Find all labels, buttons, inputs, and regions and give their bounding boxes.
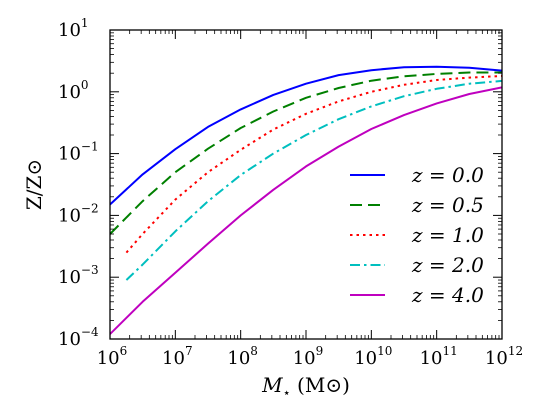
series-line-0	[110, 65, 502, 206]
y-tick-label: 10−2	[58, 201, 99, 226]
series-layer	[110, 65, 502, 335]
series-line-2	[125, 75, 502, 254]
x-axis-label: M⋆ (M⊙)	[261, 373, 350, 401]
y-tick-label: 10−4	[58, 325, 99, 350]
series-line-4	[110, 86, 502, 335]
legend-label-2: z = 1.0	[411, 223, 484, 247]
series-line-1	[110, 71, 502, 235]
legend-label-3: z = 2.0	[411, 253, 484, 277]
tick-layer: 106 107 108 109 1010 1011 1012 101 100 10−1 10−2 10…	[58, 16, 523, 369]
x-tick-label: 106	[97, 344, 128, 369]
y-tick-label: 101	[58, 16, 89, 41]
x-tick-label: 1011	[420, 344, 458, 369]
x-tick-label: 1012	[485, 344, 523, 369]
legend: z = 0.0 z = 0.5 z = 1.0 z = 2.0 z = 4.0	[350, 163, 484, 307]
legend-label-1: z = 0.5	[411, 193, 484, 217]
legend-label-0: z = 0.0	[411, 163, 484, 187]
series-line-3	[125, 79, 502, 281]
legend-label-4: z = 4.0	[411, 283, 484, 307]
x-tick-label: 107	[162, 344, 193, 369]
x-tick-label: 1010	[354, 344, 392, 369]
y-tick-label: 10−1	[58, 140, 99, 165]
y-tick-label: 100	[58, 78, 89, 103]
x-tick-label: 109	[293, 344, 324, 369]
y-tick-label: 10−3	[58, 263, 99, 288]
x-tick-label: 108	[227, 344, 258, 369]
y-axis-label: Z/Z⊙	[22, 159, 46, 210]
